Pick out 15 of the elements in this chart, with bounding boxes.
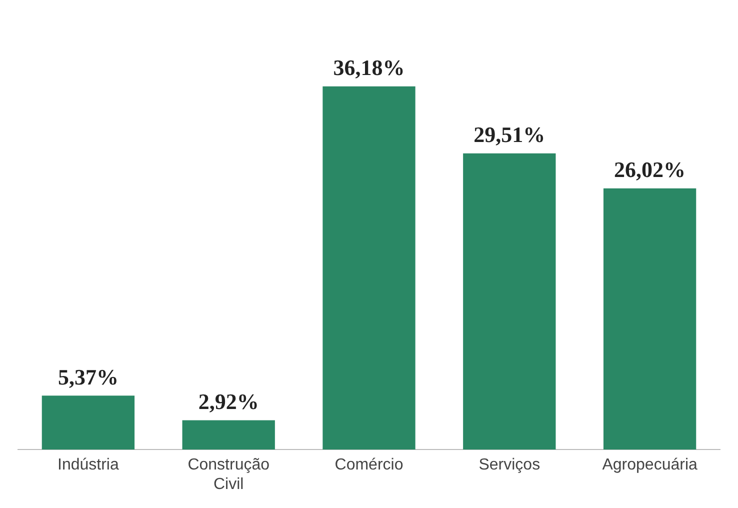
data-label: 5,37% — [58, 364, 118, 390]
data-label: 29,51% — [474, 122, 546, 148]
x-tick-label: Indústria — [58, 456, 119, 474]
bar — [603, 188, 696, 450]
x-tick-label: Comércio — [334, 456, 404, 474]
data-label: 2,92% — [198, 388, 259, 414]
x-tick-label: Construção Civil — [188, 456, 270, 493]
bar — [322, 86, 416, 450]
x-tick-label: Serviços — [478, 456, 540, 474]
data-label: 36,18% — [333, 55, 405, 80]
x-tick-label: Agropecuária — [602, 456, 698, 474]
data-label: 26,02% — [614, 157, 686, 182]
bar — [182, 420, 275, 450]
bar — [42, 396, 135, 450]
bar — [463, 153, 556, 450]
